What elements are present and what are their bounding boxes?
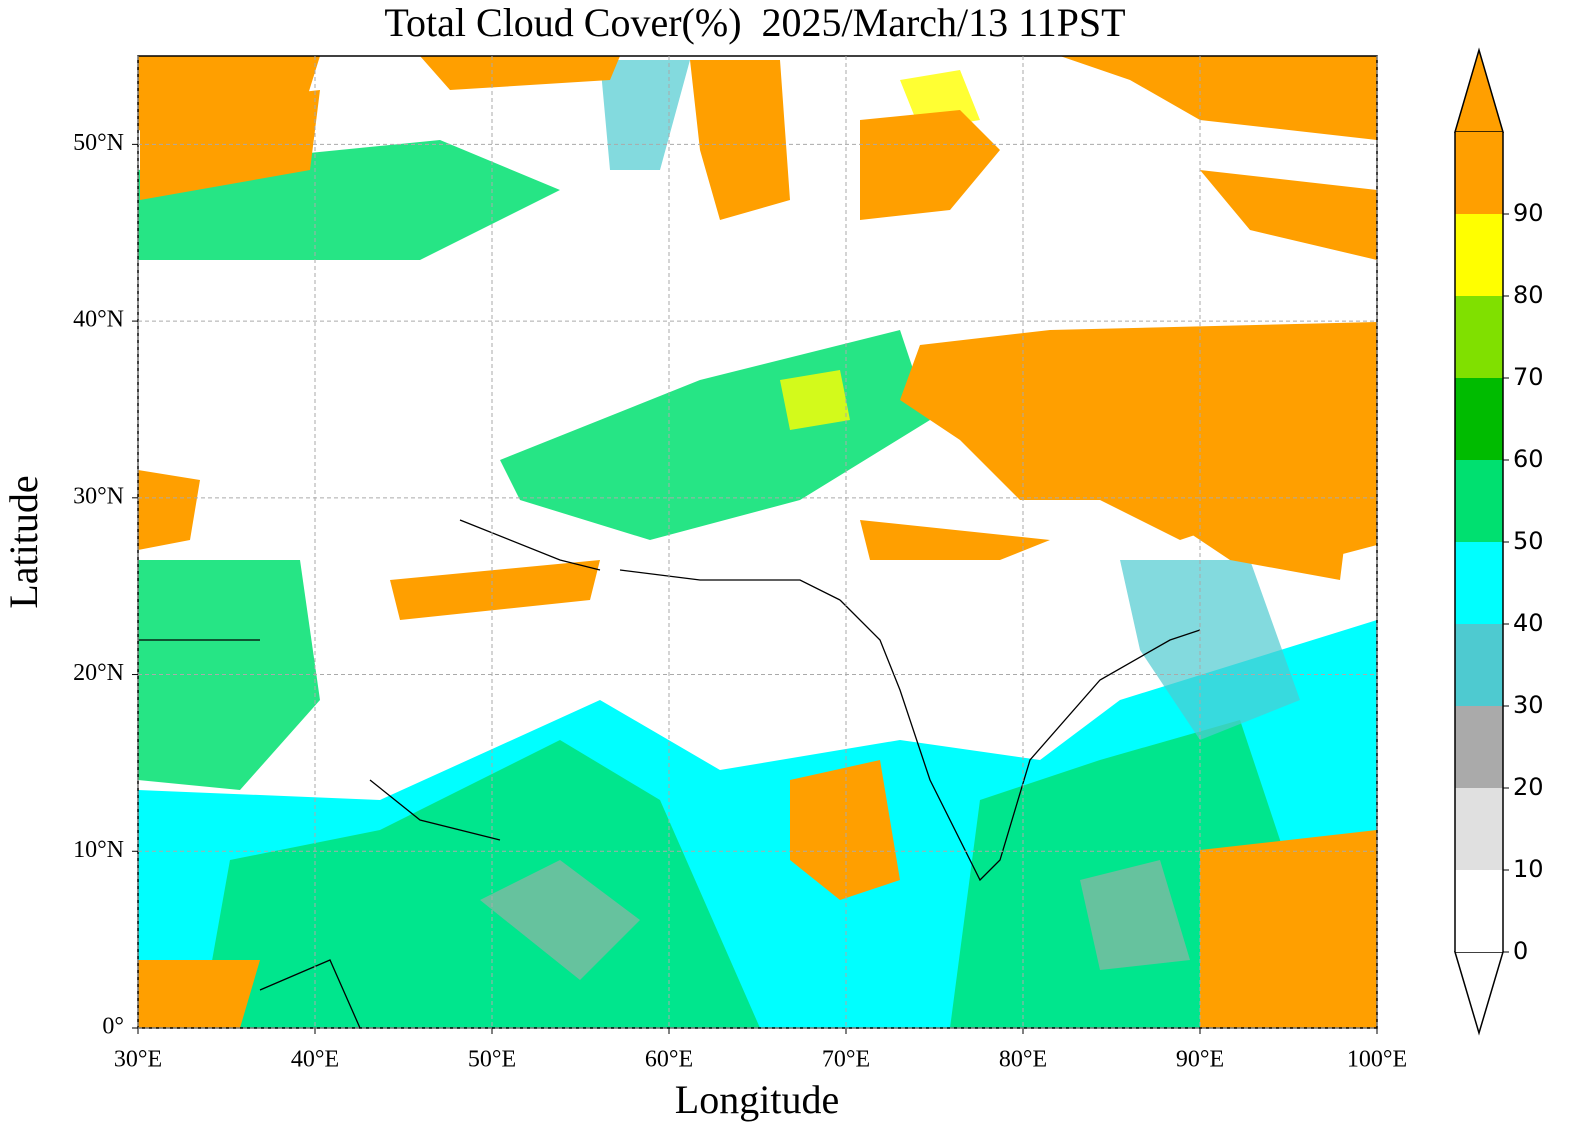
x-axis-label: Longitude (675, 1077, 839, 1122)
x-tick-label: 50°E (468, 1047, 516, 1073)
colorbar-extend-low (1453, 951, 1505, 1036)
colorbar-tick-label: 50 (1513, 527, 1544, 555)
y-tick-label: 0° (102, 1014, 124, 1040)
x-tick-label: 90°E (1176, 1047, 1224, 1073)
cloud-field (138, 56, 1377, 1028)
colorbar-bin (1455, 214, 1503, 296)
y-tick-label: 40°N (73, 307, 124, 333)
colorbar-tick-label: 0 (1513, 937, 1528, 965)
colorbar-tick-label: 60 (1513, 445, 1544, 473)
y-tick-label: 20°N (73, 660, 124, 686)
colorbar-frame (1454, 132, 1504, 952)
colorbar-extend-high (1453, 47, 1505, 133)
colorbar-bin (1455, 542, 1503, 624)
colorbar-tick-label: 20 (1513, 773, 1544, 801)
y-axis-label: Latitude (1, 475, 46, 608)
colorbar-bin (1455, 296, 1503, 378)
colorbar-bin (1455, 706, 1503, 788)
colorbar-bin (1455, 378, 1503, 460)
colorbar-bin (1455, 870, 1503, 952)
y-tick-label: 50°N (73, 130, 124, 156)
colorbar-bin (1455, 788, 1503, 870)
colorbar-tick-label: 90 (1513, 199, 1544, 227)
colorbar-bin (1455, 624, 1503, 706)
x-tick-label: 30°E (114, 1047, 162, 1073)
colorbar-tick-label: 80 (1513, 281, 1544, 309)
x-tick-label: 80°E (999, 1047, 1047, 1073)
chart-title: Total Cloud Cover(%) 2025/March/13 11PST (384, 0, 1125, 45)
x-tick-label: 40°E (291, 1047, 339, 1073)
colorbar-bin (1455, 132, 1503, 214)
x-tick-label: 70°E (822, 1047, 870, 1073)
colorbar-tick-label: 30 (1513, 691, 1544, 719)
x-tick-label: 100°E (1347, 1047, 1407, 1073)
colorbar-bin (1455, 460, 1503, 542)
colorbar-tick-label: 70 (1513, 363, 1544, 391)
colorbar-tick-label: 40 (1513, 609, 1544, 637)
y-tick-label: 30°N (73, 483, 124, 509)
colorbar-tick-label: 10 (1513, 855, 1544, 883)
y-tick-label: 10°N (73, 837, 124, 863)
x-tick-label: 60°E (645, 1047, 693, 1073)
